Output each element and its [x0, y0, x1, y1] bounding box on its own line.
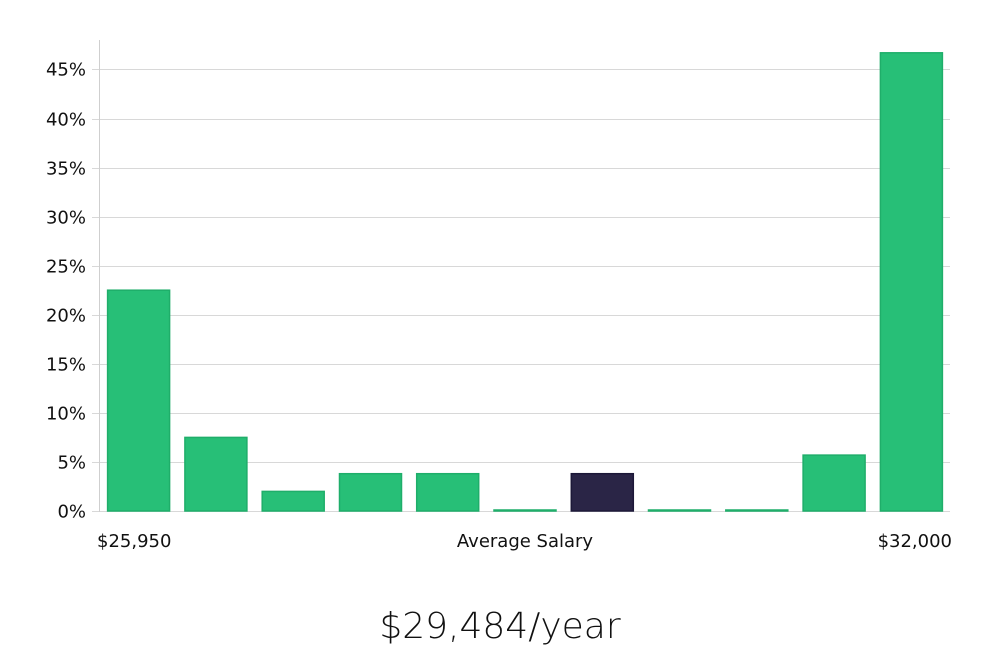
y-tick-label: 15%: [46, 355, 86, 376]
bar: [647, 509, 712, 512]
y-tick-label: 0%: [57, 502, 86, 523]
bars: [106, 52, 944, 512]
y-tick-label: 30%: [46, 208, 86, 229]
bar: [879, 52, 944, 512]
bar: [493, 509, 557, 512]
bar: [725, 509, 789, 512]
bar: [261, 490, 325, 512]
y-tick-label: 20%: [46, 306, 86, 327]
x-axis-title: Average Salary: [457, 531, 594, 552]
y-tick-label: 35%: [46, 159, 86, 180]
bar: [802, 454, 866, 512]
y-tick-label: 40%: [46, 110, 86, 131]
x-min-label: $25,950: [97, 531, 171, 552]
y-axis-ticks: 0% 5% 10% 15% 20% 25% 30% 35% 40% 45%: [46, 60, 86, 523]
bar: [338, 472, 403, 512]
bar: [415, 472, 480, 512]
bar-highlighted: [570, 472, 635, 512]
x-max-label: $32,000: [878, 531, 952, 552]
salary-histogram: 0% 5% 10% 15% 20% 25% 30% 35% 40% 45% $25,950 Ave…: [46, 40, 952, 552]
y-tick-label: 45%: [46, 60, 86, 81]
average-salary-headline: $29,484/year: [379, 606, 621, 647]
bar: [184, 436, 248, 512]
y-tick-label: 10%: [46, 404, 86, 425]
y-tick-label: 25%: [46, 257, 86, 278]
bar: [106, 289, 171, 512]
y-tick-label: 5%: [57, 453, 86, 474]
